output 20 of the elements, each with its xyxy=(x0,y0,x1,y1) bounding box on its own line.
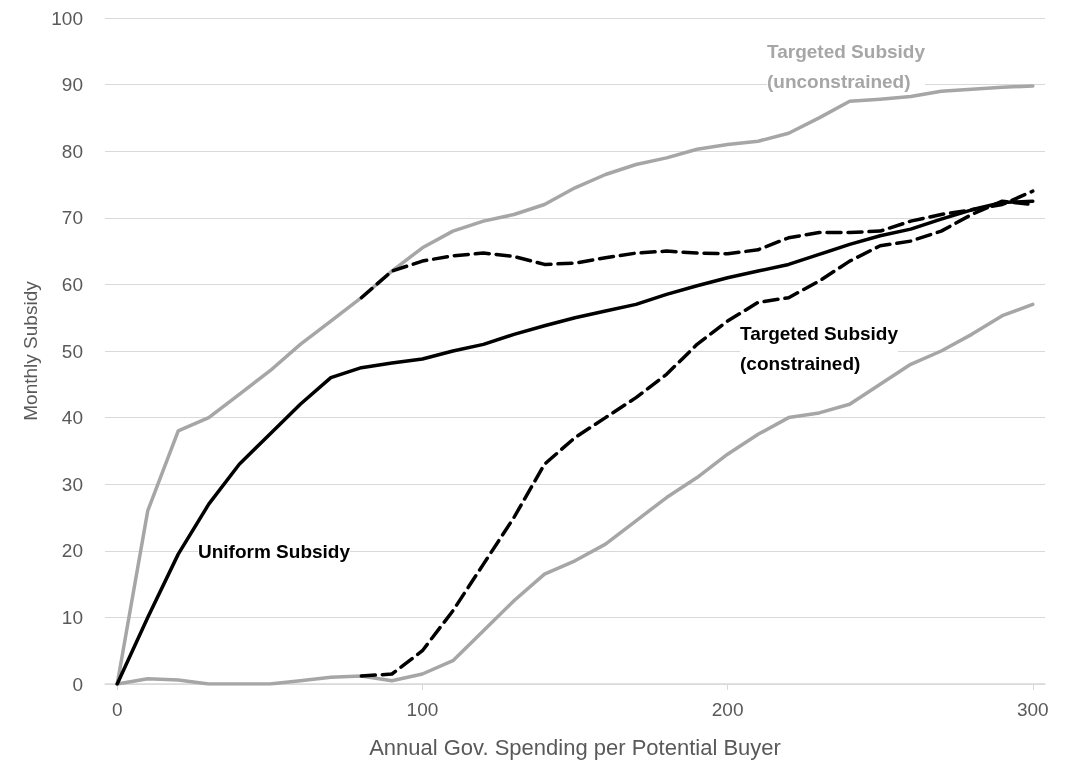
annotation: Targeted Subsidy (constrained) xyxy=(740,322,899,374)
y-tick-label: 70 xyxy=(61,207,83,229)
annotation: Uniform Subsidy xyxy=(198,540,351,562)
x-axis-title: Annual Gov. Spending per Potential Buyer xyxy=(369,734,781,760)
x-tick-label: 0 xyxy=(111,699,123,720)
y-tick-label: 50 xyxy=(61,340,83,362)
y-tick-label: 90 xyxy=(61,74,83,96)
y-tick-label: 30 xyxy=(61,473,83,495)
x-tick-label: 100 xyxy=(406,699,439,720)
y-axis-title: Monthly Subsidy xyxy=(20,280,42,421)
annotation: Targeted Subsidy (unconstrained) xyxy=(767,40,926,92)
y-tick-label: 0 xyxy=(72,673,83,695)
x-tick-label: 200 xyxy=(711,699,744,720)
y-tick-label: 20 xyxy=(61,540,83,562)
y-tick-label: 100 xyxy=(51,7,83,29)
x-tick-label: 300 xyxy=(1016,699,1049,720)
y-tick-label: 60 xyxy=(61,273,83,295)
y-tick-label: 10 xyxy=(61,606,83,628)
y-tick-label: 40 xyxy=(61,407,83,429)
y-tick-label: 80 xyxy=(61,140,83,162)
